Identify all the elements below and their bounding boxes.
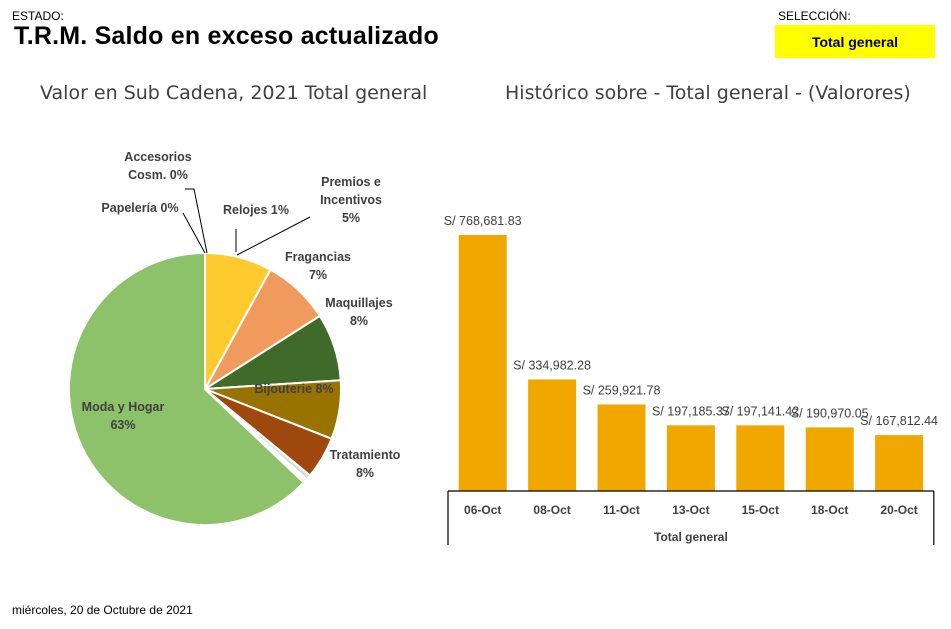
x-tick-label: 15-Oct — [742, 503, 779, 517]
bar-data-label: S/ 259,921.78 — [583, 383, 661, 397]
bar-data-label: S/ 768,681.83 — [444, 214, 522, 228]
x-tick-label: 08-Oct — [533, 503, 570, 517]
bar-data-label: S/ 197,185.37 — [652, 404, 730, 418]
bar-chart-title: Histórico sobre - Total general - (Valor… — [505, 82, 911, 104]
bar[interactable] — [458, 235, 507, 491]
pie-leader-line — [236, 216, 311, 256]
pie-leader-line — [185, 188, 208, 254]
x-tick-label: 06-Oct — [464, 503, 501, 517]
x-tick-label: 11-Oct — [603, 503, 640, 517]
pie-slice-label: Maquillajes 8% — [325, 296, 392, 328]
bar-data-label: S/ 190,970.05 — [791, 406, 869, 420]
pie-slice-label: Relojes 1% — [223, 203, 289, 217]
pie-slice-label: Accesorios Cosm. 0% — [124, 150, 191, 182]
x-axis-title: Total general — [654, 530, 728, 544]
seleccion-label: SELECCIÓN: — [778, 9, 851, 23]
pie-slice-label: Bijouterie 8% — [254, 382, 333, 396]
footer-date: miércoles, 20 de Octubre de 2021 — [12, 603, 193, 617]
pie-slice-label: Fragancias 7% — [285, 250, 351, 282]
x-tick-label: 20-Oct — [880, 503, 917, 517]
bar[interactable] — [597, 404, 646, 491]
bar[interactable] — [805, 427, 854, 491]
x-tick-label: 18-Oct — [811, 503, 848, 517]
pie-slice-label: Premios e Incentivos 5% — [320, 175, 382, 225]
pie-slice[interactable] — [204, 388, 307, 484]
pie-slice-label: Tratamiento 8% — [330, 448, 401, 480]
bar[interactable] — [528, 379, 577, 491]
x-tick-label: 13-Oct — [672, 503, 709, 517]
pie-slice-label: Papelería 0% — [101, 201, 178, 215]
pie-slice-label: Moda y Hogar 63% — [82, 400, 165, 432]
pie-slice[interactable] — [68, 251, 306, 526]
bar[interactable] — [736, 425, 785, 491]
bar[interactable] — [666, 425, 715, 491]
page-title: T.R.M. Saldo en exceso actualizado — [14, 22, 439, 50]
bar-data-label: S/ 197,141.42 — [721, 404, 799, 418]
bar[interactable] — [875, 435, 924, 491]
estado-label: ESTADO: — [12, 9, 64, 23]
pie-leader-line — [182, 212, 206, 254]
pie-chart-title: Valor en Sub Cadena, 2021 Total general — [40, 82, 428, 104]
selection-filter-button[interactable]: Total general — [775, 25, 935, 58]
bar-data-label: S/ 334,982.28 — [513, 358, 591, 372]
bar-data-label: S/ 167,812.44 — [860, 414, 938, 428]
